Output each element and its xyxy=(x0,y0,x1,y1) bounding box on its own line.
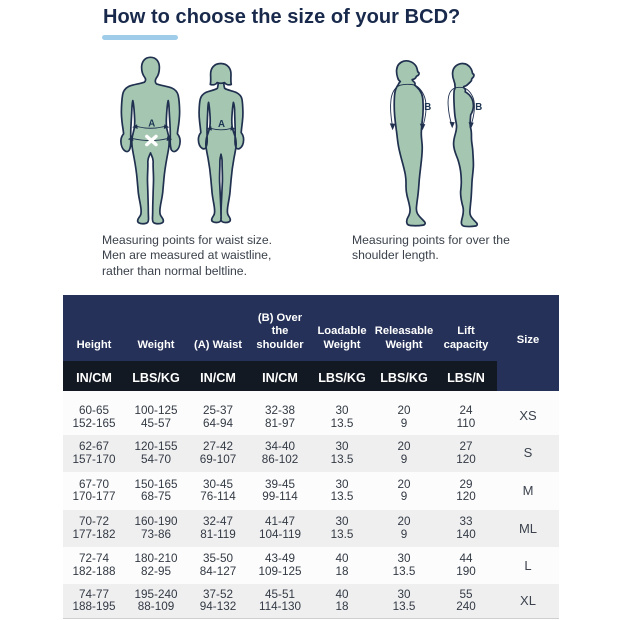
svg-text:B: B xyxy=(424,102,431,113)
svg-text:B: B xyxy=(475,102,482,113)
svg-text:A: A xyxy=(218,119,225,130)
svg-text:A: A xyxy=(148,118,155,129)
